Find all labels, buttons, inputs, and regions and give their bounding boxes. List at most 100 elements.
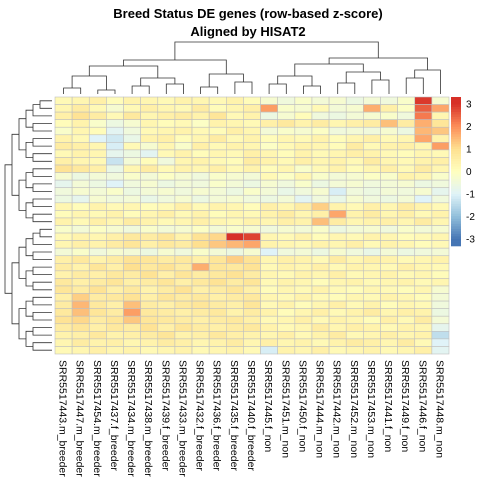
heatmap-cell	[226, 202, 244, 211]
heatmap-cell	[54, 225, 73, 234]
heatmap-cell	[294, 111, 313, 120]
heatmap-cell	[174, 285, 193, 294]
heatmap-cell	[243, 172, 261, 181]
heatmap-cell	[380, 126, 398, 136]
legend-swatch	[451, 141, 461, 145]
legend-swatch	[451, 228, 461, 232]
heatmap-cell	[243, 293, 261, 302]
heatmap-cell	[397, 346, 416, 355]
heatmap-cell	[140, 172, 159, 181]
heatmap-cell	[54, 255, 73, 264]
heatmap-cell	[140, 262, 159, 272]
legend-swatch	[451, 173, 461, 177]
heatmap-cell	[363, 142, 381, 151]
heatmap-cell	[328, 149, 347, 158]
heatmap-cell	[311, 96, 330, 105]
heatmap-cell	[140, 278, 159, 287]
heatmap-cell	[54, 96, 73, 105]
heatmap-cell	[260, 247, 279, 257]
heatmap-cell	[71, 278, 90, 287]
heatmap-cell	[363, 308, 381, 317]
dendrogram-branch	[414, 69, 441, 94]
heatmap-cell	[277, 308, 296, 317]
heatmap-cell	[71, 308, 90, 317]
legend-swatch	[451, 116, 461, 120]
heatmap-cell	[260, 285, 279, 294]
heatmap-cell	[414, 225, 433, 234]
heatmap-cell	[157, 119, 176, 128]
heatmap-cell	[431, 164, 450, 173]
heatmap-cell	[277, 210, 296, 219]
heatmap-cell	[123, 338, 141, 347]
dendrogram-branch	[32, 327, 52, 336]
heatmap-cell	[277, 142, 296, 151]
heatmap-cell	[140, 134, 159, 143]
heatmap-cell	[397, 217, 416, 226]
heatmap-cell	[208, 194, 227, 204]
dendrogram-branch	[32, 312, 52, 321]
legend-swatch	[451, 203, 461, 207]
legend-swatch	[451, 166, 461, 170]
heatmap-cell	[208, 270, 227, 279]
heatmap-cell	[294, 172, 313, 181]
heatmap-cell	[345, 323, 364, 332]
column-label: SRR5517435.f_breeder	[228, 360, 240, 471]
heatmap-cell	[328, 126, 347, 136]
heatmap-cell	[414, 210, 433, 219]
heatmap-cell	[191, 278, 210, 287]
heatmap-cell	[226, 104, 244, 113]
heatmap-cell	[54, 323, 73, 332]
heatmap-cell	[294, 308, 313, 317]
heatmap-cell	[191, 142, 210, 151]
legend-swatch	[451, 221, 461, 224]
heatmap-cell	[311, 194, 330, 204]
heatmap-cell	[140, 346, 159, 355]
heatmap-cell	[311, 331, 330, 340]
heatmap-cell	[174, 96, 193, 105]
heatmap-cell	[174, 194, 193, 204]
heatmap-cell	[294, 187, 313, 196]
heatmap-cell	[294, 96, 313, 105]
column-label: SRR5517432.f_breeder	[194, 360, 206, 471]
heatmap-cell	[260, 96, 279, 105]
heatmap-cell	[71, 247, 90, 257]
heatmap-cell	[260, 338, 279, 347]
dendrogram-branch	[208, 73, 244, 87]
dendrogram-branch	[32, 183, 52, 192]
heatmap-cell	[140, 210, 159, 219]
heatmap-cell	[71, 157, 90, 166]
dendrogram-branch	[25, 142, 33, 158]
heatmap-cell	[106, 270, 124, 279]
heatmap-cell	[363, 240, 381, 249]
heatmap-cell	[277, 126, 296, 136]
heatmap-cell	[328, 315, 347, 325]
heatmap-cell	[363, 285, 381, 294]
heatmap-cell	[88, 96, 107, 105]
heatmap-cell	[226, 270, 244, 279]
legend-swatch	[451, 226, 461, 229]
heatmap-cell	[123, 149, 141, 158]
heatmap-cell	[106, 338, 124, 347]
heatmap-cell	[397, 278, 416, 287]
heatmap-cell	[106, 293, 124, 302]
heatmap-cell	[397, 300, 416, 309]
dendrogram-branch	[32, 281, 52, 291]
heatmap-cell	[311, 134, 330, 143]
heatmap-cell	[363, 255, 381, 264]
heatmap-cell	[311, 346, 330, 355]
dendrogram-branch	[303, 85, 321, 94]
heatmap-cell	[191, 149, 210, 158]
heatmap-cell	[106, 149, 124, 158]
heatmap-cell	[88, 278, 107, 287]
heatmap-cell	[260, 187, 279, 196]
heatmap-cell	[260, 255, 279, 264]
heatmap-cell	[431, 232, 450, 241]
heatmap-cell	[174, 149, 193, 158]
heatmap-cell	[71, 240, 90, 249]
heatmap-cell	[414, 104, 433, 113]
heatmap-cell	[243, 323, 261, 332]
heatmap-cell	[208, 164, 227, 173]
legend-swatch	[451, 144, 461, 147]
heatmap-cell	[208, 96, 227, 105]
heatmap-cell	[191, 194, 210, 204]
